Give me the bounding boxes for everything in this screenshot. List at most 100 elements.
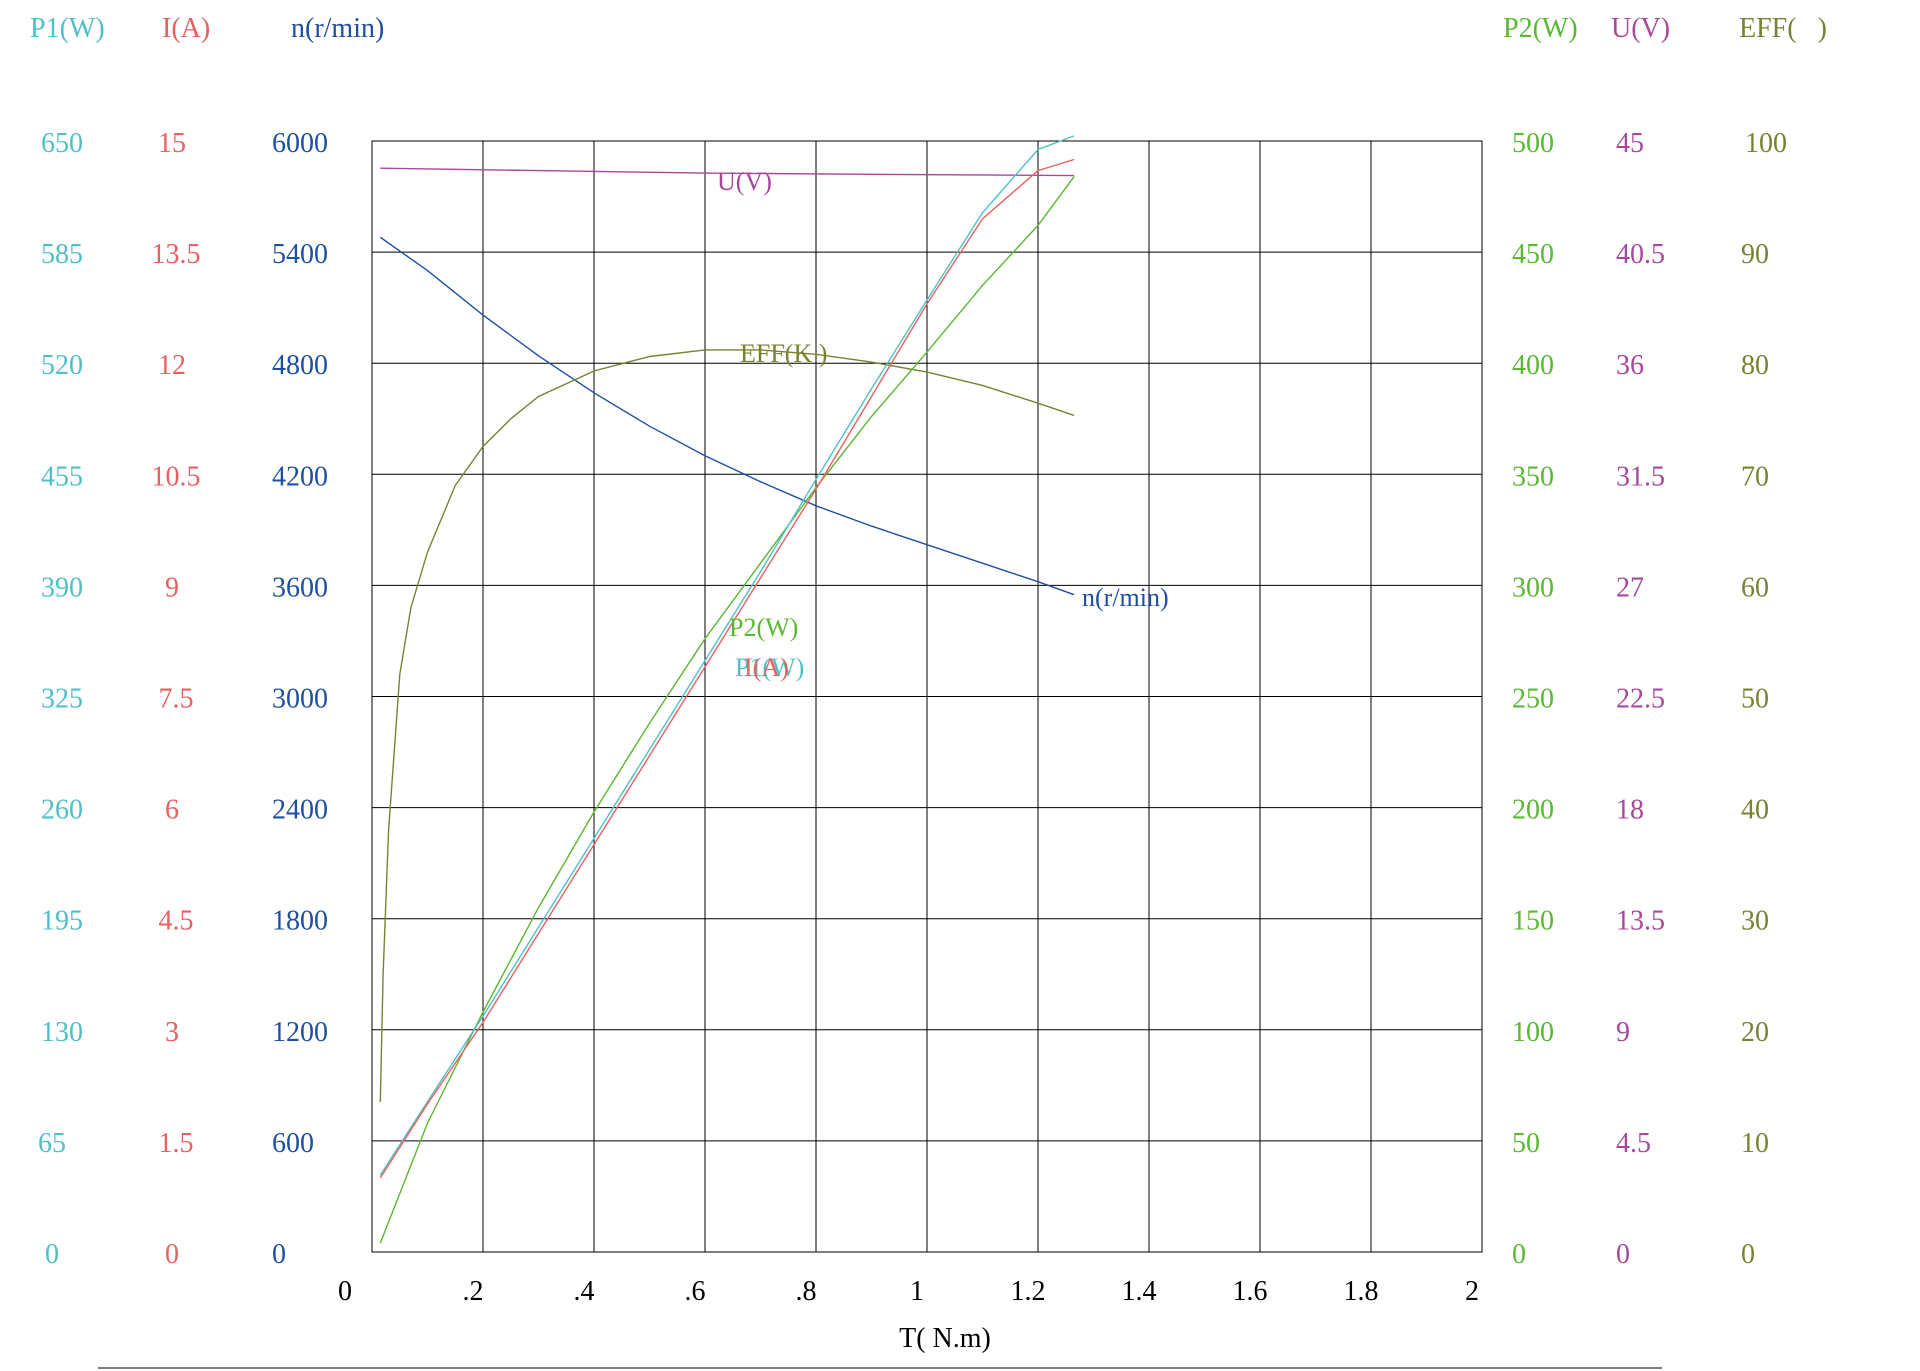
y-tick-label-n: 1800 [272,906,328,937]
curve-labels: U(V) EFF(K ) n(r/min) P2(W) P1(W)I(A) [717,167,1169,682]
axis-title-p1: P1(W) [30,13,105,44]
y-tick-label-u: 13.5 [1616,906,1665,937]
curve-label: n(r/min) [1082,583,1169,612]
y-tick-label-n: 3000 [272,684,328,715]
x-tick-label: .8 [796,1276,817,1307]
x-tick-label: .4 [574,1276,595,1307]
y-tick-label-i: 4.5 [159,906,194,937]
x-tick-label: 0 [338,1276,352,1307]
y-tick-label-p1: 130 [41,1017,83,1048]
y-tick-label-u: 0 [1616,1239,1630,1270]
y-tick-label-i: 15 [158,128,186,159]
y-tick-label-eff: 100 [1745,128,1787,159]
y-tick-label-u: 45 [1616,128,1644,159]
x-tick-label: 1 [910,1276,924,1307]
y-tick-label-i: 12 [158,350,186,381]
series-line-eff [379,349,1075,1103]
y-tick-label-n: 4800 [272,350,328,381]
axis-title-p2: P2(W) [1503,13,1578,44]
curves [379,135,1075,1244]
y-tick-label-p1: 585 [41,239,83,270]
y-tick-label-eff: 20 [1741,1017,1769,1048]
y-tick-label-i: 9 [165,572,179,603]
y-tick-label-p1: 325 [41,684,83,715]
y-tick-label-i: 7.5 [159,684,194,715]
series-line-n [379,236,1075,596]
y-tick-label-u: 18 [1616,795,1644,826]
y-tick-label-eff: 90 [1741,239,1769,270]
axis-title-i: I(A) [162,13,211,44]
y-tick-label-p1: 260 [41,795,83,826]
y-tick-label-p1: 520 [41,350,83,381]
y-tick-label-u: 22.5 [1616,684,1665,715]
x-tick-label: .2 [463,1276,484,1307]
series-line-i [379,158,1075,1179]
y-tick-label-n: 4200 [272,461,328,492]
y-tick-label-i: 1.5 [159,1128,194,1159]
y-tick-label-eff: 80 [1741,350,1769,381]
series-line-p2 [379,176,1075,1244]
x-axis-ticks: 0 .2 .4 .6 .8 1 1.2 1.4 1.6 1.8 2 [338,1276,1479,1307]
y-tick-label-i: 0 [165,1239,179,1270]
y-tick-label-n: 5400 [272,239,328,270]
y-tick-label-n: 3600 [272,572,328,603]
y-tick-label-u: 27 [1616,572,1644,603]
series-line-u [380,167,1075,177]
y-tick-label-u: 40.5 [1616,239,1665,270]
axis-title-eff: EFF( ) [1739,13,1827,44]
y-tick-label-p2: 450 [1512,239,1554,270]
axis-title-n: n(r/min) [291,13,385,44]
x-tick-label: .6 [685,1276,706,1307]
y-tick-label-n: 1200 [272,1017,328,1048]
y-tick-label-eff: 60 [1741,572,1769,603]
y-tick-label-p1: 65 [38,1128,66,1159]
y-tick-label-p2: 0 [1512,1239,1526,1270]
x-tick-label: 1.8 [1344,1276,1379,1307]
axis-title-u: U(V) [1611,13,1671,44]
y-tick-label-p1: 455 [41,461,83,492]
y-tick-label-p2: 150 [1512,906,1554,937]
y-tick-label-i: 10.5 [152,461,201,492]
y-tick-label-p1: 650 [41,128,83,159]
y-tick-label-u: 31.5 [1616,461,1665,492]
y-tick-label-eff: 70 [1741,461,1769,492]
y-tick-label-eff: 40 [1741,795,1769,826]
y-tick-label-eff: 50 [1741,684,1769,715]
grid [372,141,1482,1252]
y-tick-label-p2: 50 [1512,1128,1540,1159]
series-line-p1 [379,135,1075,1176]
y-tick-label-p2: 300 [1512,572,1554,603]
y-tick-label-i: 13.5 [152,239,201,270]
y-tick-label-p2: 500 [1512,128,1554,159]
y-tick-label-n: 6000 [272,128,328,159]
y-tick-label-p2: 400 [1512,350,1554,381]
y-tick-label-n: 2400 [272,795,328,826]
y-tick-label-i: 6 [165,795,179,826]
y-tick-label-p2: 200 [1512,795,1554,826]
y-tick-label-u: 4.5 [1616,1128,1651,1159]
y-tick-label-p1: 195 [41,906,83,937]
curve-label: P1(W) [735,653,804,682]
x-tick-label: 2 [1465,1276,1479,1307]
x-tick-label: 1.4 [1122,1276,1157,1307]
y-tick-label-p2: 250 [1512,684,1554,715]
y-tick-label-n: 600 [272,1128,314,1159]
y-tick-label-p1: 390 [41,572,83,603]
y-tick-label-p2: 350 [1512,461,1554,492]
y-tick-label-eff: 10 [1741,1128,1769,1159]
curve-label: P2(W) [729,613,798,642]
y-tick-label-i: 3 [165,1017,179,1048]
y-tick-label-eff: 0 [1741,1239,1755,1270]
y-tick-label-p1: 0 [45,1239,59,1270]
curve-label: I(A) [744,653,789,682]
curve-label: EFF(K ) [740,339,827,368]
y-tick-label-u: 9 [1616,1017,1630,1048]
x-axis-label: T( N.m) [899,1323,991,1354]
y-tick-label-eff: 30 [1741,906,1769,937]
y-axis-ticks: 6505855204553903252601951306501513.51210… [38,128,1787,1270]
x-tick-label: 1.6 [1233,1276,1268,1307]
y-tick-label-n: 0 [272,1239,286,1270]
curve-label: U(V) [717,167,772,196]
y-tick-label-p2: 100 [1512,1017,1554,1048]
